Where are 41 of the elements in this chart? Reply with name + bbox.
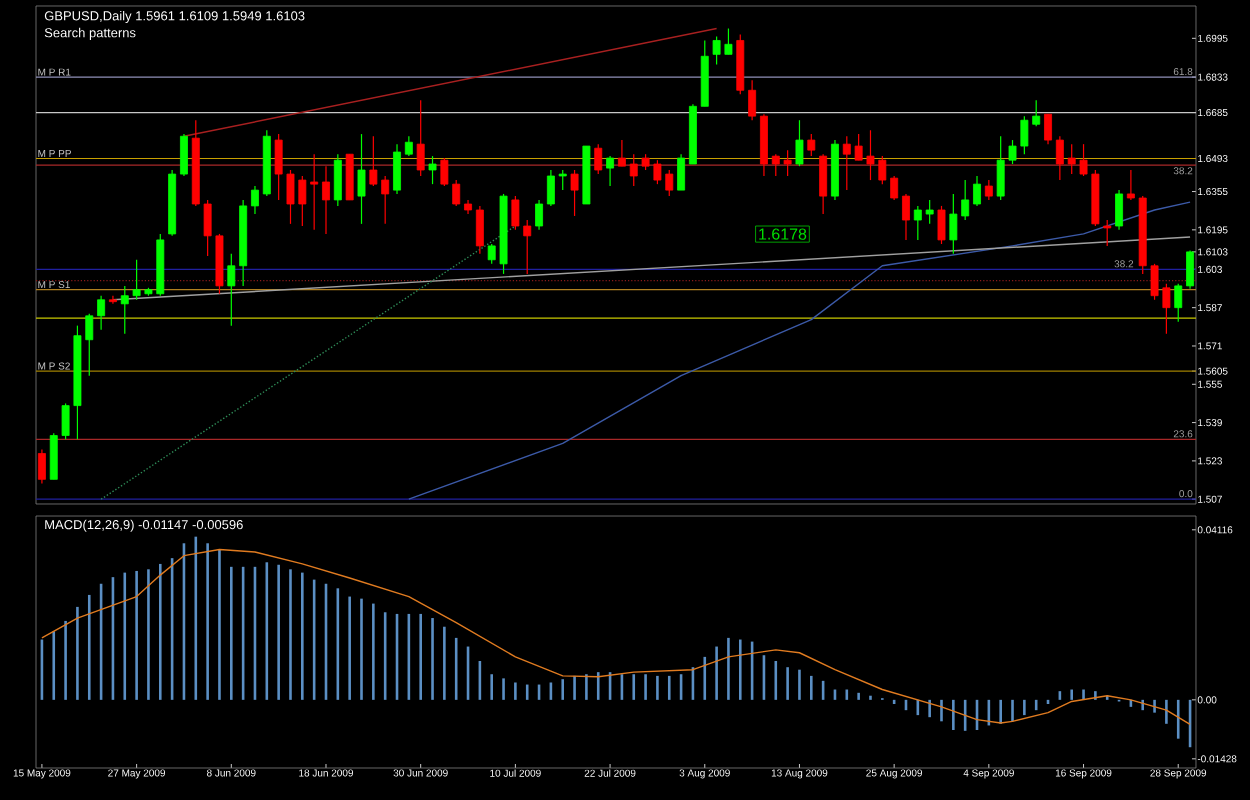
candlestick — [1186, 249, 1195, 290]
candlestick — [902, 193, 910, 241]
annotation: 1.6178 — [759, 228, 807, 240]
candlestick — [428, 155, 437, 185]
candlestick — [393, 143, 401, 195]
candlestick — [996, 135, 1005, 201]
candlestick — [251, 185, 259, 215]
candlestick — [333, 153, 342, 207]
candlestick — [594, 143, 603, 175]
candlestick — [357, 133, 366, 225]
line-series — [408, 201, 1191, 500]
candlestick — [937, 205, 946, 245]
candlestick — [1103, 219, 1112, 247]
candlestick — [677, 153, 686, 191]
candlestick — [973, 175, 981, 207]
candlestick — [416, 99, 425, 177]
candlestick — [807, 133, 816, 157]
candlestick — [345, 153, 354, 201]
candlestick — [97, 295, 106, 331]
candlestick — [1044, 113, 1052, 145]
candlestick — [475, 205, 484, 255]
candlestick — [322, 165, 330, 235]
candlestick — [1055, 135, 1064, 181]
candlestick — [617, 139, 626, 167]
candlestick — [795, 119, 804, 167]
candlestick — [180, 133, 188, 177]
candlestick — [570, 169, 579, 217]
candlestick — [748, 79, 757, 121]
candlestick — [1174, 283, 1183, 323]
candlestick — [1115, 189, 1123, 231]
candlestick — [546, 169, 555, 207]
candlestick — [1126, 169, 1135, 201]
candlestick — [819, 153, 828, 215]
candlestick — [535, 199, 544, 231]
candlestick — [558, 169, 567, 191]
candlestick — [760, 113, 768, 177]
candlestick — [404, 135, 413, 157]
candlestick — [606, 155, 615, 187]
candlestick — [984, 179, 993, 201]
line-series — [41, 548, 1191, 726]
candlestick — [37, 448, 46, 485]
